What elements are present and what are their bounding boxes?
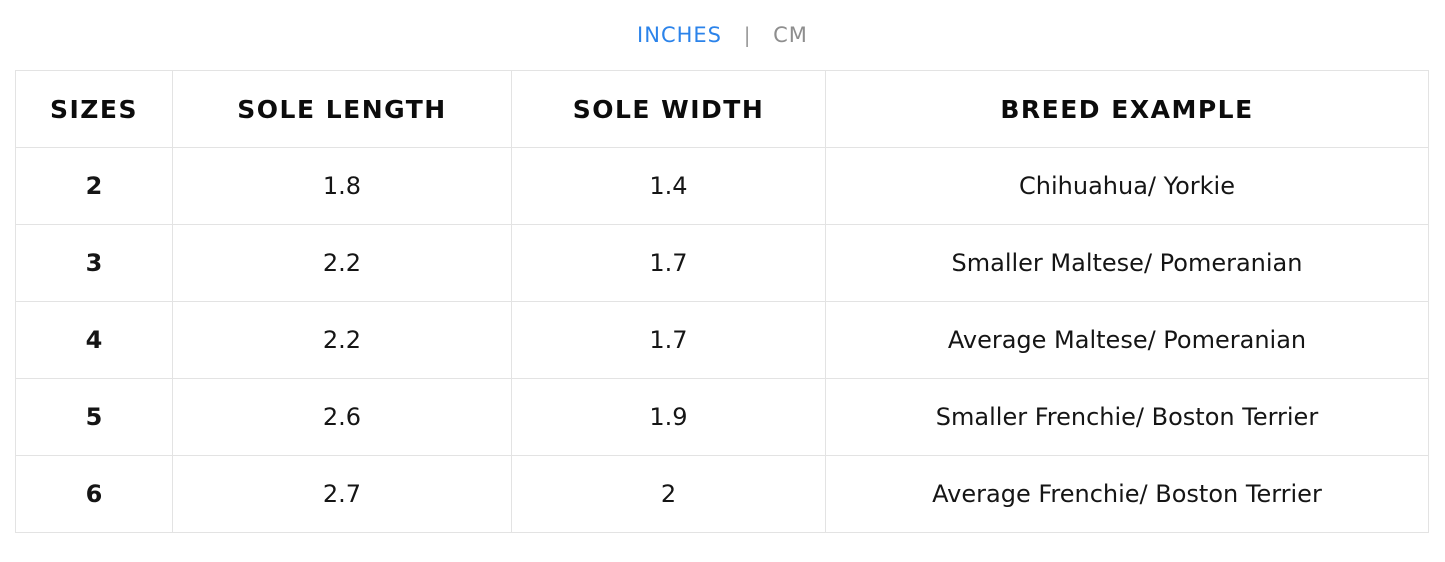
sole-length-cell: 2.6 [172, 378, 512, 456]
header-sole-length: SOLE LENGTH [172, 70, 512, 148]
table-row: 3 2.2 1.7 Smaller Maltese/ Pomeranian [15, 224, 1429, 302]
size-chart-table: SIZES SOLE LENGTH SOLE WIDTH BREED EXAMP… [15, 70, 1429, 533]
breed-cell: Average Frenchie/ Boston Terrier [825, 455, 1429, 533]
table-row: 2 1.8 1.4 Chihuahua/ Yorkie [15, 147, 1429, 225]
breed-cell: Smaller Maltese/ Pomeranian [825, 224, 1429, 302]
size-cell: 5 [15, 378, 173, 456]
header-breed-example: BREED EXAMPLE [825, 70, 1429, 148]
header-sole-width: SOLE WIDTH [511, 70, 826, 148]
breed-cell: Average Maltese/ Pomeranian [825, 301, 1429, 379]
unit-toggle: INCHES | CM [0, 20, 1445, 49]
cm-unit-link[interactable]: CM [773, 23, 808, 47]
sole-length-cell: 1.8 [172, 147, 512, 225]
size-cell: 2 [15, 147, 173, 225]
inches-unit-link[interactable]: INCHES [637, 23, 723, 47]
table-row: 5 2.6 1.9 Smaller Frenchie/ Boston Terri… [15, 378, 1429, 456]
sole-length-cell: 2.2 [172, 224, 512, 302]
sole-length-cell: 2.7 [172, 455, 512, 533]
table-row: 4 2.2 1.7 Average Maltese/ Pomeranian [15, 301, 1429, 379]
sole-width-cell: 1.9 [511, 378, 826, 456]
sole-width-cell: 1.7 [511, 224, 826, 302]
size-cell: 3 [15, 224, 173, 302]
table-header-row: SIZES SOLE LENGTH SOLE WIDTH BREED EXAMP… [15, 70, 1429, 148]
table-row: 6 2.7 2 Average Frenchie/ Boston Terrier [15, 455, 1429, 533]
sole-width-cell: 1.7 [511, 301, 826, 379]
sole-width-cell: 1.4 [511, 147, 826, 225]
breed-cell: Chihuahua/ Yorkie [825, 147, 1429, 225]
unit-separator: | [743, 23, 752, 47]
size-cell: 6 [15, 455, 173, 533]
sole-width-cell: 2 [511, 455, 826, 533]
size-cell: 4 [15, 301, 173, 379]
header-sizes: SIZES [15, 70, 173, 148]
breed-cell: Smaller Frenchie/ Boston Terrier [825, 378, 1429, 456]
sole-length-cell: 2.2 [172, 301, 512, 379]
